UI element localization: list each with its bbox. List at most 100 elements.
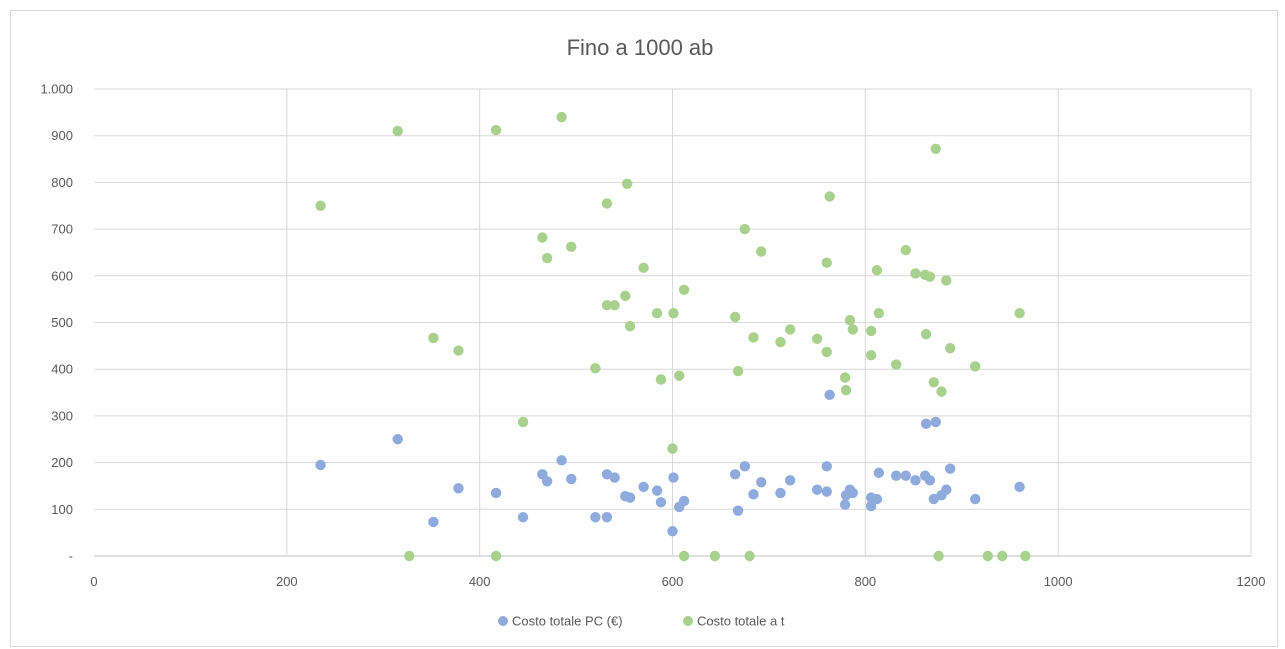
data-point — [732, 365, 744, 377]
data-point — [709, 550, 721, 562]
data-point — [748, 332, 759, 343]
y-tick-label: 100 — [51, 502, 73, 517]
data-point — [784, 324, 796, 335]
x-tick-label: 600 — [662, 574, 684, 589]
data-point — [871, 493, 883, 505]
data-point — [556, 111, 567, 123]
series-2 — [315, 111, 1031, 562]
data-point — [566, 473, 577, 485]
data-point — [910, 475, 921, 486]
data-point — [620, 290, 631, 302]
data-point — [490, 487, 502, 499]
data-point — [601, 300, 613, 311]
y-axis-tick-labels: - 100 200 300 400 500 600 700 800 900 1.000 — [40, 82, 73, 564]
y-tick-label: 300 — [51, 408, 73, 423]
data-point — [1014, 307, 1025, 319]
data-point — [811, 484, 823, 495]
y-tick-label: 700 — [51, 222, 73, 237]
data-point — [667, 526, 678, 537]
data-point — [756, 246, 767, 257]
data-point — [936, 386, 947, 397]
data-point — [668, 307, 679, 319]
data-points — [315, 111, 1031, 562]
data-point — [609, 300, 620, 311]
data-point — [428, 516, 439, 528]
data-point — [453, 345, 464, 356]
data-point — [924, 271, 936, 282]
data-point — [392, 434, 403, 445]
data-point — [871, 264, 883, 276]
data-point — [890, 470, 902, 481]
x-tick-label: 1200 — [1237, 574, 1266, 589]
data-point — [941, 484, 952, 495]
data-point — [1014, 481, 1025, 493]
legend-marker — [683, 616, 693, 626]
data-point — [453, 483, 464, 494]
data-point — [756, 477, 767, 488]
data-point — [668, 472, 679, 483]
data-point — [930, 416, 941, 428]
data-point — [732, 505, 744, 516]
data-point — [601, 198, 613, 209]
data-point — [315, 459, 326, 471]
data-point — [590, 512, 601, 523]
data-point — [920, 328, 932, 340]
data-point — [775, 487, 786, 499]
data-point — [844, 314, 856, 326]
data-point — [784, 475, 796, 486]
data-point — [900, 470, 912, 481]
data-point — [821, 257, 832, 268]
data-point — [624, 321, 636, 332]
gridlines — [94, 88, 1252, 557]
y-tick-label: 800 — [51, 175, 73, 190]
data-point — [678, 495, 690, 507]
data-point — [944, 463, 956, 474]
data-point — [744, 550, 755, 562]
data-point — [490, 550, 502, 562]
data-point — [739, 223, 751, 235]
data-point — [638, 262, 649, 274]
data-point — [811, 333, 823, 345]
data-point — [941, 275, 952, 286]
data-point — [910, 268, 921, 279]
x-tick-label: 1000 — [1044, 574, 1073, 589]
data-point — [392, 125, 403, 137]
data-point — [944, 342, 956, 354]
y-tick-label: 600 — [51, 268, 73, 283]
data-point — [490, 124, 502, 136]
series-1 — [315, 389, 1025, 537]
data-point — [930, 143, 941, 154]
data-point — [739, 461, 751, 472]
data-point — [982, 550, 993, 562]
data-point — [933, 550, 944, 562]
data-point — [674, 370, 685, 381]
data-point — [678, 284, 690, 296]
data-point — [1020, 550, 1031, 562]
data-point — [428, 332, 439, 344]
data-point — [541, 476, 553, 487]
y-tick-label: 500 — [51, 315, 73, 330]
data-point — [566, 241, 577, 253]
data-point — [651, 307, 663, 319]
data-point — [928, 493, 939, 505]
data-point — [667, 443, 678, 454]
data-point — [821, 461, 832, 472]
data-point — [970, 493, 981, 505]
data-point — [638, 481, 649, 493]
x-tick-label: 400 — [469, 574, 491, 589]
data-point — [873, 307, 885, 319]
legend-label: Costo totale a t — [697, 614, 785, 629]
data-point — [404, 550, 415, 562]
data-point — [890, 359, 902, 370]
x-tick-label: 800 — [854, 574, 876, 589]
data-point — [865, 325, 877, 337]
data-point — [655, 497, 667, 508]
data-point — [655, 374, 667, 385]
data-point — [865, 500, 877, 512]
data-point — [621, 178, 633, 190]
data-point — [590, 363, 601, 374]
y-tick-label: 900 — [51, 128, 73, 143]
legend-label: Costo totale PC (€) — [512, 614, 623, 629]
data-point — [729, 311, 741, 323]
